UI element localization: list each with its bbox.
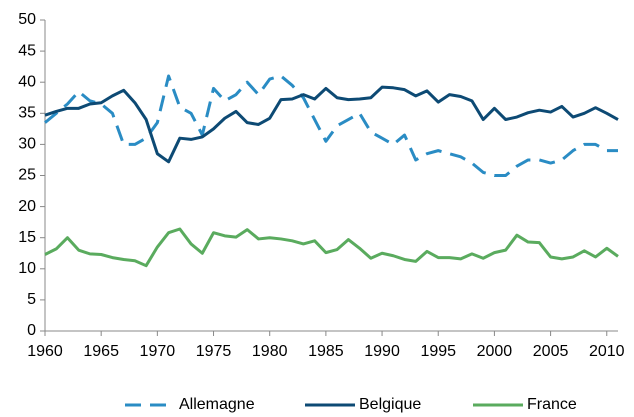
y-tick-label: 0: [27, 322, 36, 339]
series-line: [44, 85, 619, 164]
y-tick-label: 15: [18, 229, 36, 246]
legend-label: Belgique: [359, 396, 421, 413]
y-tick-label: 5: [27, 291, 36, 308]
series-line: [44, 227, 619, 268]
legend-label: Allemagne: [179, 396, 255, 413]
x-tick-label: 1980: [252, 343, 288, 360]
series-line: [44, 74, 618, 177]
y-tick-label: 40: [18, 73, 36, 90]
y-tick-label: 50: [18, 11, 36, 28]
x-tick-label: 1985: [308, 343, 344, 360]
x-tick-label: 2010: [589, 343, 625, 360]
y-tick-label: 45: [18, 42, 36, 59]
x-tick-label: 1960: [27, 343, 63, 360]
x-tick-label: 1995: [420, 343, 456, 360]
y-tick-label: 25: [18, 167, 36, 184]
x-tick-label: 2005: [533, 343, 569, 360]
x-tick-label: 2000: [477, 343, 513, 360]
y-tick-label: 30: [18, 136, 36, 153]
y-tick-label: 35: [18, 105, 36, 122]
x-tick-label: 1970: [140, 343, 176, 360]
x-tick-label: 1990: [364, 343, 400, 360]
x-tick-label: 1965: [83, 343, 119, 360]
y-tick-label: 20: [18, 198, 36, 215]
x-tick-label: 1975: [196, 343, 232, 360]
legend-label: France: [527, 396, 577, 413]
y-tick-label: 10: [18, 260, 36, 277]
